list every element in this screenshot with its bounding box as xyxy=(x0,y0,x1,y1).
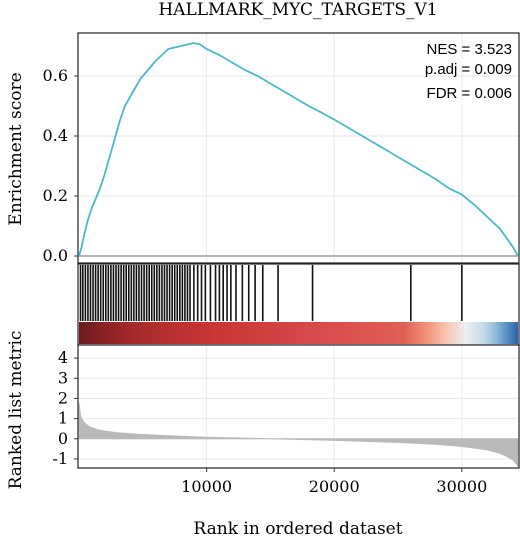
ranked-y-tick-label: 2 xyxy=(58,388,68,407)
gene-hit-marks xyxy=(79,265,463,321)
ranked-y-tick-label: 4 xyxy=(58,348,68,367)
x-axis-label: Rank in ordered dataset xyxy=(193,519,402,539)
ranked-y-ticks: -101 234 xyxy=(52,348,78,468)
enrichment-y-axis-label: Enrichment score xyxy=(6,72,26,225)
enrichment-y-tick-label: 0.0 xyxy=(43,246,68,265)
hits-panel xyxy=(77,263,520,346)
nes-annotation: NES = 3.523 xyxy=(427,41,512,58)
x-tick-label: 10000 xyxy=(181,477,232,496)
enrichment-y-tick-label: 0.2 xyxy=(43,186,68,205)
ranked-metric-area xyxy=(78,402,519,468)
enrichment-y-tick-label: 0.6 xyxy=(43,66,68,85)
x-tick-label: 30000 xyxy=(436,477,487,496)
enrichment-panel: 0.0 0.2 0.4 0.6 Enrichment score NES = 3.52… xyxy=(6,32,520,265)
x-tick-label: 20000 xyxy=(309,477,360,496)
ranked-y-tick-label: 3 xyxy=(58,368,68,387)
enrichment-score-line xyxy=(78,42,519,257)
ranked-x-ticks: 10000 20000 30000 xyxy=(181,468,487,496)
fdr-annotation: FDR = 0.006 xyxy=(427,85,512,102)
enrichment-y-tick-label: 0.4 xyxy=(43,126,68,145)
ranked-y-tick-label: -1 xyxy=(52,449,68,468)
rank-gradient-bar xyxy=(79,322,518,344)
ranked-y-axis-label: Ranked list metric xyxy=(6,331,26,490)
enrichment-panel-frame xyxy=(77,32,520,264)
enrichment-y-ticks: 0.0 0.2 0.4 0.6 xyxy=(43,66,78,265)
ranked-panel-frame xyxy=(77,344,520,469)
ranked-y-tick-label: 1 xyxy=(58,409,68,428)
enrichment-gridlines xyxy=(79,34,518,262)
chart-title: HALLMARK_MYC_TARGETS_V1 xyxy=(158,0,437,20)
padj-annotation: p.adj = 0.009 xyxy=(425,61,512,78)
ranked-metric-panel: -101 234 10000 20000 30000 Ranked list metr… xyxy=(6,331,520,539)
ranked-y-tick-label: 0 xyxy=(58,429,68,448)
